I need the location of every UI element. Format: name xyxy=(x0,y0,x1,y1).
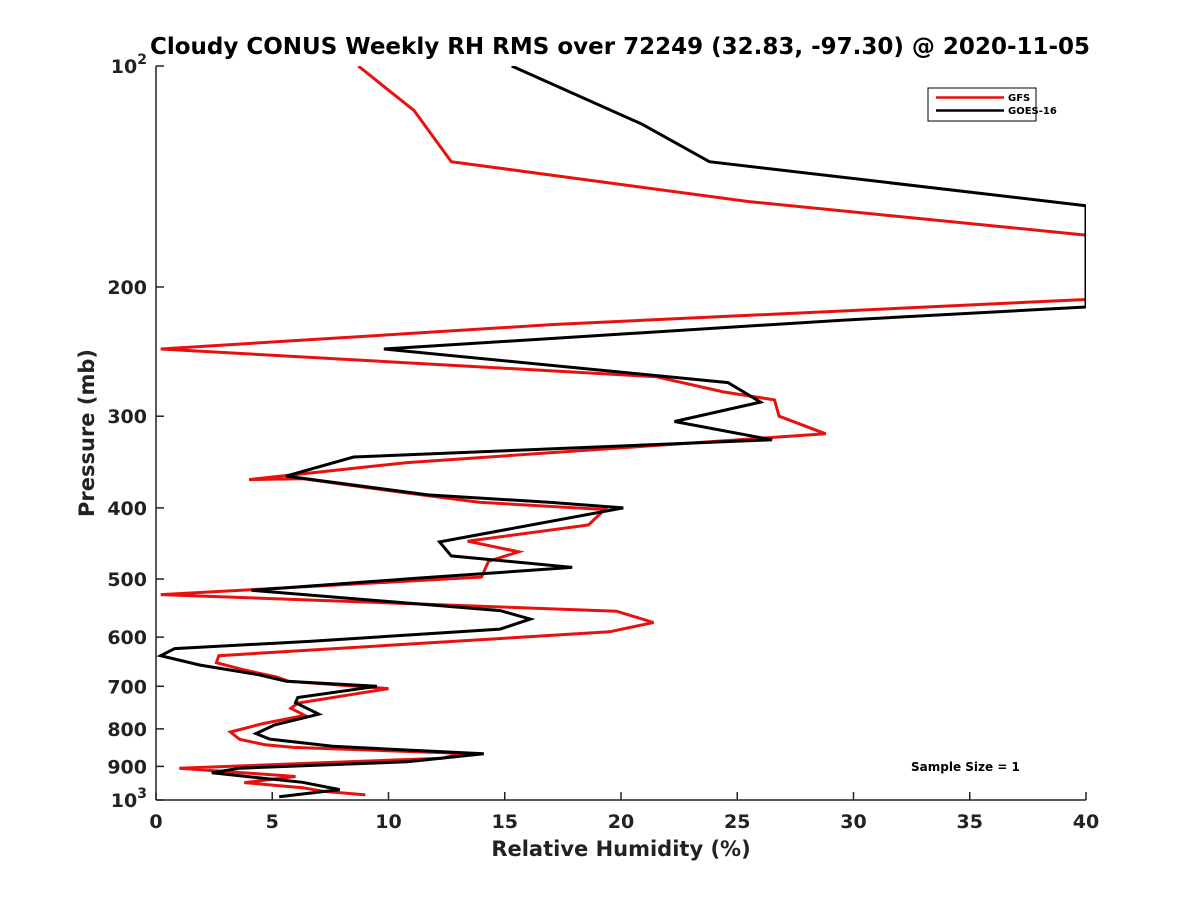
chart-title: Cloudy CONUS Weekly RH RMS over 72249 (3… xyxy=(150,34,1090,60)
x-tick-label: 20 xyxy=(608,811,634,833)
series-layer xyxy=(156,66,1086,799)
x-axis-label: Relative Humidity (%) xyxy=(491,837,750,861)
legend-label-goes-16: GOES-16 xyxy=(1008,106,1057,117)
y-tick-label: 800 xyxy=(107,719,147,741)
y-tick-label: 400 xyxy=(107,498,147,520)
x-tick-label: 10 xyxy=(375,811,401,833)
x-tick-label: 15 xyxy=(492,811,518,833)
y-tick-label: 500 xyxy=(107,569,147,591)
x-tick-label: 5 xyxy=(266,811,279,833)
y-tick-label: 200 xyxy=(107,277,147,299)
x-tick-label: 30 xyxy=(840,811,866,833)
y-tick-label: 300 xyxy=(107,406,147,428)
x-tick-label: 25 xyxy=(724,811,750,833)
y-axis-label: Pressure (mb) xyxy=(75,349,99,517)
x-tick-label: 35 xyxy=(957,811,983,833)
legend-label-gfs: GFS xyxy=(1008,93,1030,104)
sample-size-annotation: Sample Size = 1 xyxy=(911,760,1020,774)
x-tick-group: 0 5 10 15 20 25 30 35 40 xyxy=(149,792,1099,833)
legend: GFS GOES-16 xyxy=(927,87,1057,122)
y-tick-label: 700 xyxy=(107,676,147,698)
x-tick-label: 40 xyxy=(1073,811,1099,833)
legend-box xyxy=(927,87,1037,122)
y-tick-label: 600 xyxy=(107,627,147,649)
y-tick-label: 900 xyxy=(107,756,147,778)
x-tick-label: 0 xyxy=(149,811,162,833)
series-line-goes-16 xyxy=(156,66,1086,799)
